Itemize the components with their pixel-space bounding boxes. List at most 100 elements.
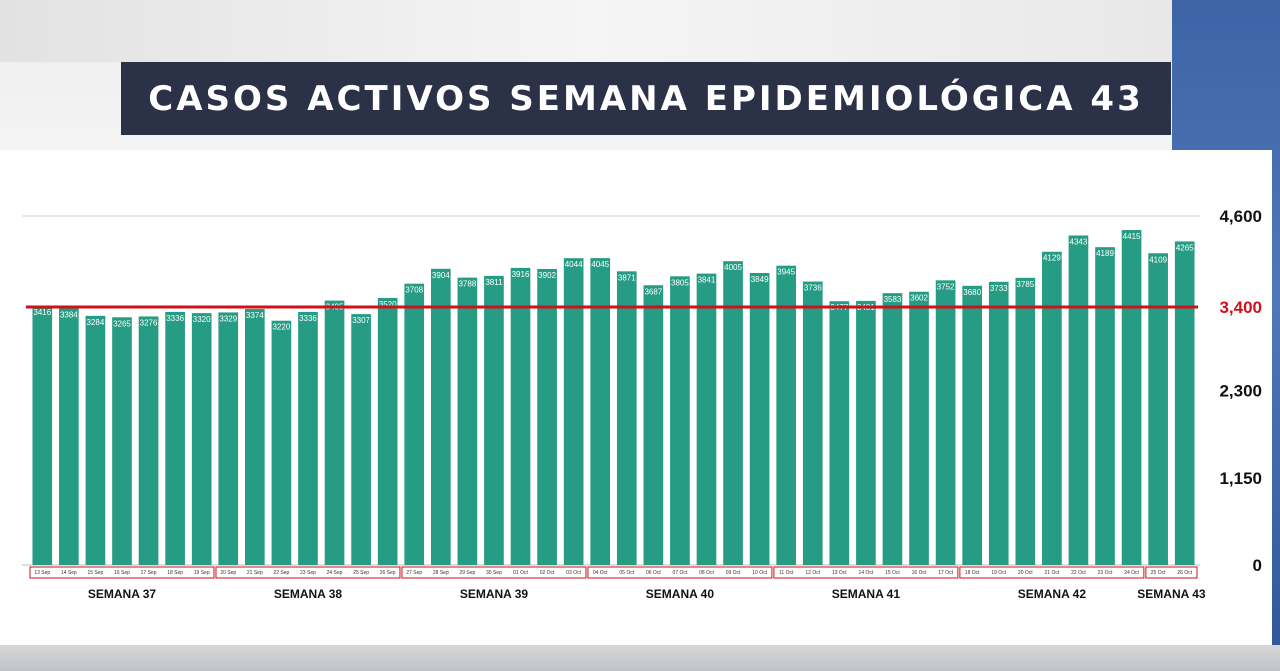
x-tick-label: 19 Oct: [991, 570, 1006, 576]
x-tick-label: 23 Sep: [300, 570, 316, 576]
bar-value-label: 3733: [990, 284, 1008, 293]
bar: [829, 301, 850, 565]
x-tick-label: 12 Oct: [805, 570, 820, 576]
title-banner: CASOS ACTIVOS SEMANA EPIDEMIOLÓGICA 43: [121, 62, 1171, 135]
x-tick-label: 21 Oct: [1045, 570, 1060, 576]
bar: [935, 280, 956, 565]
bar: [32, 305, 53, 565]
y-tick-label: 1,150: [1219, 469, 1262, 488]
x-tick-label: 28 Sep: [433, 570, 449, 576]
x-tick-label: 16 Sep: [114, 570, 130, 576]
bar-value-label: 3220: [272, 323, 290, 332]
background-bottom-strip: [0, 645, 1280, 671]
bar-value-label: 3805: [671, 278, 689, 287]
x-tick-label: 14 Oct: [859, 570, 874, 576]
bar-value-label: 3785: [1016, 280, 1034, 289]
bar: [191, 313, 212, 565]
bar: [856, 300, 876, 565]
bar: [404, 283, 425, 565]
page-title: CASOS ACTIVOS SEMANA EPIDEMIOLÓGICA 43: [148, 78, 1144, 119]
background-top-strip: [0, 0, 1172, 62]
bar: [59, 308, 79, 565]
bar-value-label: 4129: [1043, 254, 1061, 263]
week-bracket: [29, 566, 215, 579]
x-tick-label: 14 Sep: [61, 570, 77, 576]
x-tick-label: 26 Oct: [1177, 570, 1192, 576]
bar-value-label: 4415: [1123, 232, 1141, 241]
x-tick-label: 29 Sep: [459, 570, 475, 576]
bar: [351, 314, 371, 565]
bar: [165, 311, 185, 565]
x-tick-label: 25 Sep: [353, 570, 369, 576]
bar: [324, 300, 345, 565]
bar-value-label: 3788: [458, 280, 476, 289]
week-label: SEMANA 38: [274, 587, 343, 601]
x-tick-label: 20 Sep: [220, 570, 236, 576]
bar: [1068, 235, 1089, 565]
bar: [112, 317, 132, 565]
bar-value-label: 4044: [565, 260, 583, 269]
bar: [244, 309, 265, 565]
bar-value-label: 3811: [485, 278, 503, 287]
week-bracket: [959, 566, 1145, 579]
x-tick-label: 05 Oct: [619, 570, 634, 576]
x-tick-label: 24 Oct: [1124, 570, 1139, 576]
bar: [802, 281, 823, 565]
x-tick-label: 13 Sep: [34, 570, 50, 576]
bar: [1015, 277, 1036, 565]
bar: [723, 261, 743, 565]
x-tick-label: 22 Sep: [273, 570, 289, 576]
y-tick-label: 2,300: [1219, 382, 1262, 401]
y-tick-label: 4,600: [1219, 207, 1262, 226]
week-bracket: [1145, 566, 1198, 579]
x-tick-label: 22 Oct: [1071, 570, 1086, 576]
bar: [776, 265, 797, 565]
bar: [457, 277, 478, 565]
bar-value-label: 3902: [538, 271, 556, 280]
bar: [537, 268, 557, 565]
x-tick-label: 25 Oct: [1151, 570, 1166, 576]
bar: [590, 258, 611, 565]
x-tick-label: 21 Sep: [247, 570, 263, 576]
x-tick-label: 15 Oct: [885, 570, 900, 576]
bar-value-label: 3849: [751, 275, 769, 284]
x-tick-label: 10 Oct: [752, 570, 767, 576]
bar-value-label: 3276: [140, 318, 158, 327]
x-tick-label: 24 Sep: [327, 570, 343, 576]
bar-value-label: 3871: [618, 273, 636, 282]
x-tick-label: 30 Sep: [486, 570, 502, 576]
bar-value-label: 4005: [724, 263, 742, 272]
bar: [882, 293, 903, 565]
bar: [510, 267, 531, 565]
bar-value-label: 3916: [512, 270, 530, 279]
x-tick-label: 23 Oct: [1098, 570, 1113, 576]
bar-value-label: 3384: [60, 310, 78, 319]
bar: [430, 268, 451, 565]
x-tick-label: 08 Oct: [699, 570, 714, 576]
bar: [377, 297, 398, 565]
bar-value-label: 3680: [963, 288, 981, 297]
x-tick-label: 18 Oct: [965, 570, 980, 576]
week-bracket: [215, 566, 401, 579]
bar-value-label: 3320: [193, 315, 211, 324]
bar: [909, 291, 929, 565]
x-tick-label: 11 Oct: [779, 570, 794, 576]
bar-value-label: 3841: [698, 276, 716, 285]
bar: [218, 312, 239, 565]
x-tick-label: 15 Sep: [87, 570, 103, 576]
y-tick-label: 0: [1253, 556, 1262, 575]
bar: [643, 285, 664, 565]
x-tick-label: 07 Oct: [673, 570, 688, 576]
bar: [1095, 247, 1115, 566]
bar-value-label: 3602: [910, 294, 928, 303]
bar-value-label: 3284: [87, 318, 105, 327]
bar: [696, 273, 717, 565]
bar-value-label: 4265: [1176, 243, 1194, 252]
x-tick-label: 19 Sep: [194, 570, 210, 576]
bar-value-label: 3307: [352, 316, 370, 325]
bar: [563, 258, 584, 565]
bar-value-label: 3336: [166, 314, 184, 323]
bar-value-label: 3520: [379, 300, 397, 309]
bar-value-label: 3336: [299, 314, 317, 323]
bar: [962, 285, 983, 565]
